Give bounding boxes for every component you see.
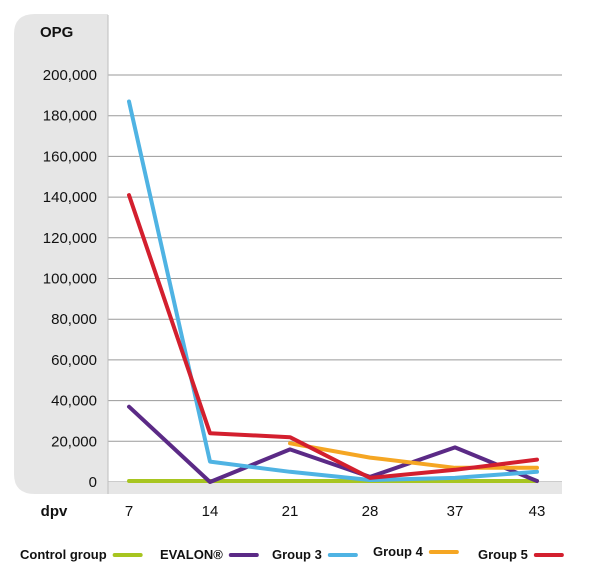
y-axis-label: OPG <box>40 24 73 41</box>
y-tick-label: 40,000 <box>51 393 97 410</box>
y-tick-label: 0 <box>89 474 97 491</box>
plot-background <box>14 14 108 494</box>
x-tick-label: 37 <box>447 503 464 520</box>
y-tick-label: 160,000 <box>43 148 97 165</box>
y-tick-label: 180,000 <box>43 108 97 125</box>
y-tick-label: 140,000 <box>43 189 97 206</box>
y-tick-label: 100,000 <box>43 271 97 288</box>
x-tick-labels: 7 14 21 28 37 43 <box>125 503 546 520</box>
legend-item: EVALON® <box>160 547 259 562</box>
y-tick-label: 120,000 <box>43 230 97 247</box>
series-line-group-4 <box>288 441 539 470</box>
legend-label: Control group <box>20 547 107 562</box>
y-tick-labels: 0 20,000 40,000 60,000 80,000 100,000 120,000 1… <box>43 67 97 491</box>
y-tick-label: 80,000 <box>51 311 97 328</box>
legend-item: Group 4 <box>373 544 459 559</box>
legend-label: Group 4 <box>373 544 424 559</box>
legend: Control group EVALON® Group 3 Group 4 Group … <box>20 544 564 562</box>
legend-label: EVALON® <box>160 547 223 562</box>
y-tick-label: 200,000 <box>43 67 97 84</box>
y-tick-label: 20,000 <box>51 433 97 450</box>
legend-label: Group 3 <box>272 547 322 562</box>
legend-item: Group 3 <box>272 547 358 562</box>
x-tick-label: 43 <box>529 503 546 520</box>
x-tick-label: 14 <box>202 503 219 520</box>
x-axis-label: dpv <box>41 503 68 520</box>
x-tick-label: 21 <box>282 503 299 520</box>
x-tick-label: 28 <box>362 503 379 520</box>
legend-item: Group 5 <box>478 547 564 562</box>
series-line-group-5 <box>127 193 539 480</box>
legend-item: Control group <box>20 547 143 562</box>
series-line-group-3 <box>127 99 539 482</box>
y-tick-label: 60,000 <box>51 352 97 369</box>
x-axis-band <box>108 482 562 494</box>
series-lines <box>127 99 539 484</box>
x-tick-label: 7 <box>125 503 133 520</box>
gridlines <box>107 15 562 494</box>
series-line-evalon <box>127 404 539 484</box>
legend-label: Group 5 <box>478 547 528 562</box>
